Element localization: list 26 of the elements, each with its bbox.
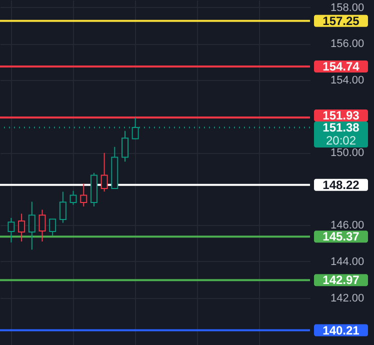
candlestick bbox=[59, 191, 66, 224]
candlestick bbox=[18, 213, 26, 242]
y-tick-label: 144.00 bbox=[330, 256, 364, 268]
candlestick bbox=[122, 130, 128, 162]
ref-line-label: 154.74 bbox=[322, 59, 360, 74]
candlestick bbox=[38, 209, 46, 242]
ref-line-label: 145.37 bbox=[322, 230, 360, 244]
y-tick-label: 158.00 bbox=[330, 2, 364, 14]
y-tick-label: 156.00 bbox=[330, 38, 364, 50]
ref-line-label: 140.21 bbox=[322, 323, 360, 338]
candlestick bbox=[49, 218, 56, 236]
candlestick bbox=[100, 152, 108, 192]
ref-line-label: 151.93 bbox=[322, 108, 360, 122]
candlestick bbox=[28, 201, 36, 250]
candlestick bbox=[70, 190, 77, 206]
candlestick bbox=[80, 183, 88, 207]
ref-line-label: 142.97 bbox=[322, 273, 360, 288]
y-tick-label: 142.00 bbox=[330, 292, 364, 304]
ref-line-label: 151.38 bbox=[322, 120, 360, 134]
y-tick-label: 146.00 bbox=[330, 220, 364, 232]
ref-line-label: 148.22 bbox=[322, 178, 360, 192]
y-tick-label: 154.00 bbox=[330, 74, 364, 86]
y-tick-label: 150.00 bbox=[330, 147, 364, 160]
candlestick bbox=[8, 217, 15, 243]
ref-line-label: 157.25 bbox=[322, 14, 360, 28]
text: 20:02 bbox=[326, 133, 356, 148]
